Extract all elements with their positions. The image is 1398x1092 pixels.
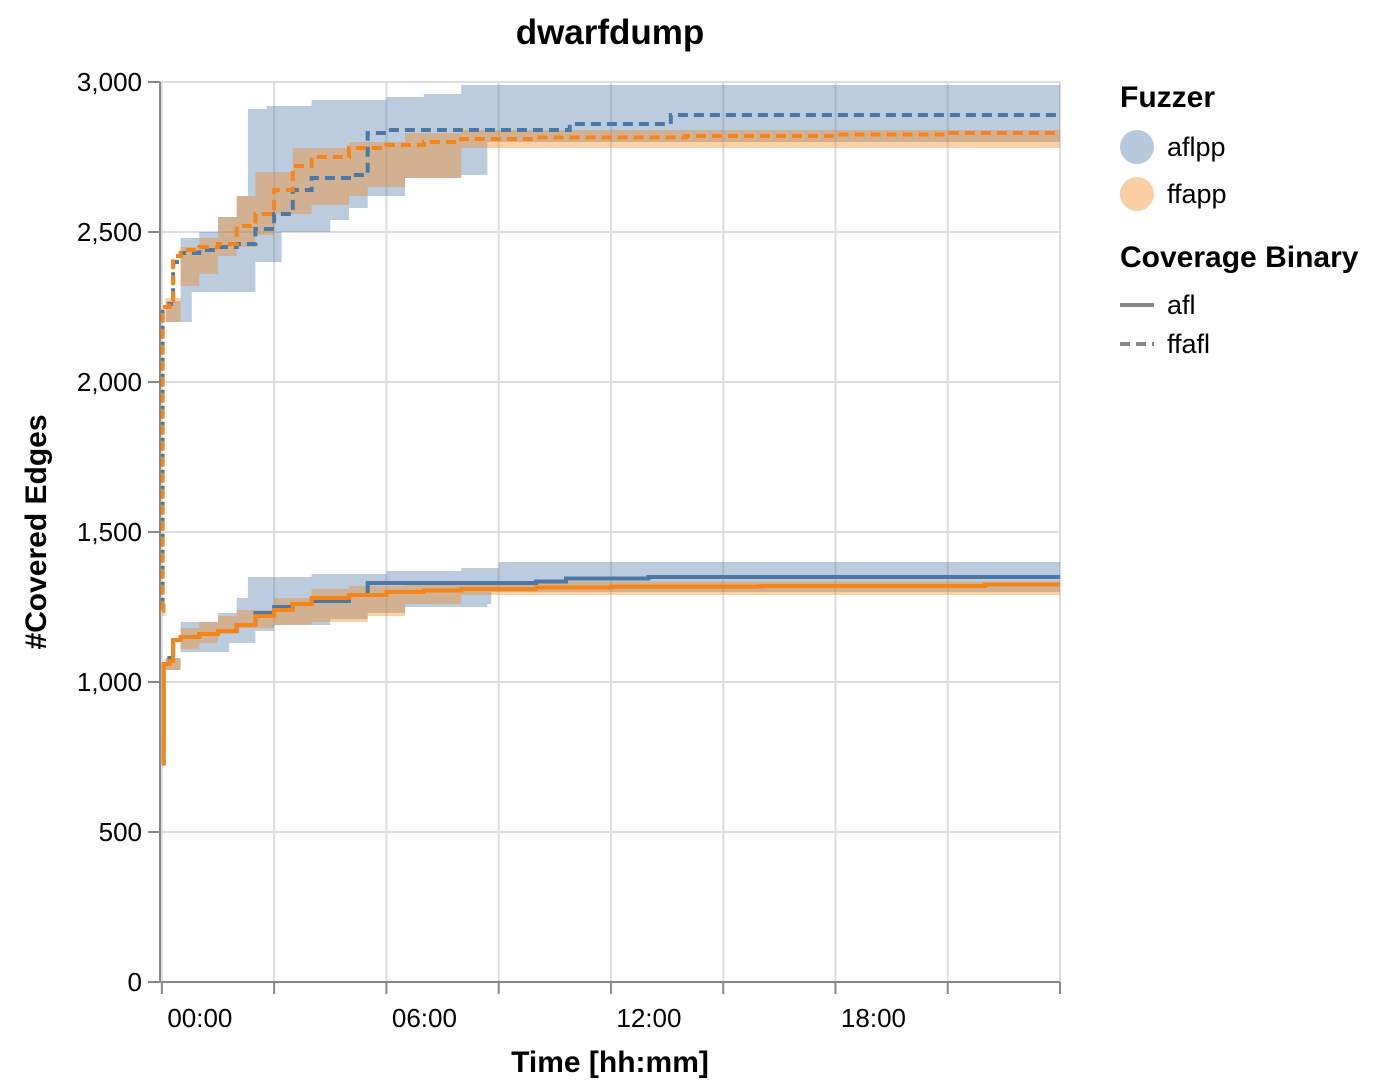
- legend-item-ffapp[interactable]: ffapp: [1120, 177, 1227, 211]
- plot-area: 0 500 1,000 1,500 2,000 2,500 3,000 00:00 06:00 1…: [77, 67, 1061, 1033]
- legend-label-aflpp: aflpp: [1167, 132, 1226, 162]
- y-tick-label: 3,000: [77, 67, 142, 97]
- series-lines: [160, 113, 1060, 765]
- chart-title: dwarfdump: [516, 13, 705, 52]
- y-tick-label: 2,000: [77, 367, 142, 397]
- legend-swatch-ffapp: [1120, 177, 1154, 211]
- band-aflpp-afl: [161, 562, 1060, 766]
- legend-label-afl: afl: [1167, 290, 1196, 320]
- legend-label-ffafl: ffafl: [1167, 329, 1210, 359]
- confidence-bands: [161, 83, 1060, 766]
- legend: Fuzzer aflpp ffapp Coverage Binary afl f…: [1120, 81, 1359, 359]
- x-tick-label: 00:00: [167, 1003, 232, 1033]
- y-axis-title: #Covered Edges: [20, 414, 53, 649]
- y-tick-label: 1,500: [77, 517, 142, 547]
- legend-title-coverage: Coverage Binary: [1120, 241, 1359, 274]
- legend-item-afl[interactable]: afl: [1120, 290, 1196, 320]
- y-tick-label: 1,000: [77, 667, 142, 697]
- legend-item-aflpp[interactable]: aflpp: [1120, 130, 1226, 164]
- y-tick-label: 2,500: [77, 217, 142, 247]
- line-ffapp-afl: [161, 582, 1060, 765]
- x-tick-label: 18:00: [841, 1003, 906, 1033]
- legend-title-fuzzer: Fuzzer: [1120, 81, 1215, 114]
- y-tick-label: 0: [128, 967, 142, 997]
- x-axis-title: Time [hh:mm]: [511, 1046, 709, 1079]
- grid: [160, 81, 1061, 983]
- line-aflpp-ffafl: [160, 113, 1060, 609]
- band-aflpp-ffafl: [161, 83, 1060, 613]
- axes: 0 500 1,000 1,500 2,000 2,500 3,000 00:00 06:00 1…: [77, 67, 1061, 1033]
- legend-label-ffapp: ffapp: [1167, 179, 1227, 209]
- x-tick-label: 12:00: [616, 1003, 681, 1033]
- y-tick-label: 500: [99, 817, 142, 847]
- legend-item-ffafl[interactable]: ffafl: [1120, 329, 1210, 359]
- x-tick-label: 06:00: [392, 1003, 457, 1033]
- line-ffapp-ffafl: [160, 131, 1060, 612]
- legend-swatch-aflpp: [1120, 130, 1154, 164]
